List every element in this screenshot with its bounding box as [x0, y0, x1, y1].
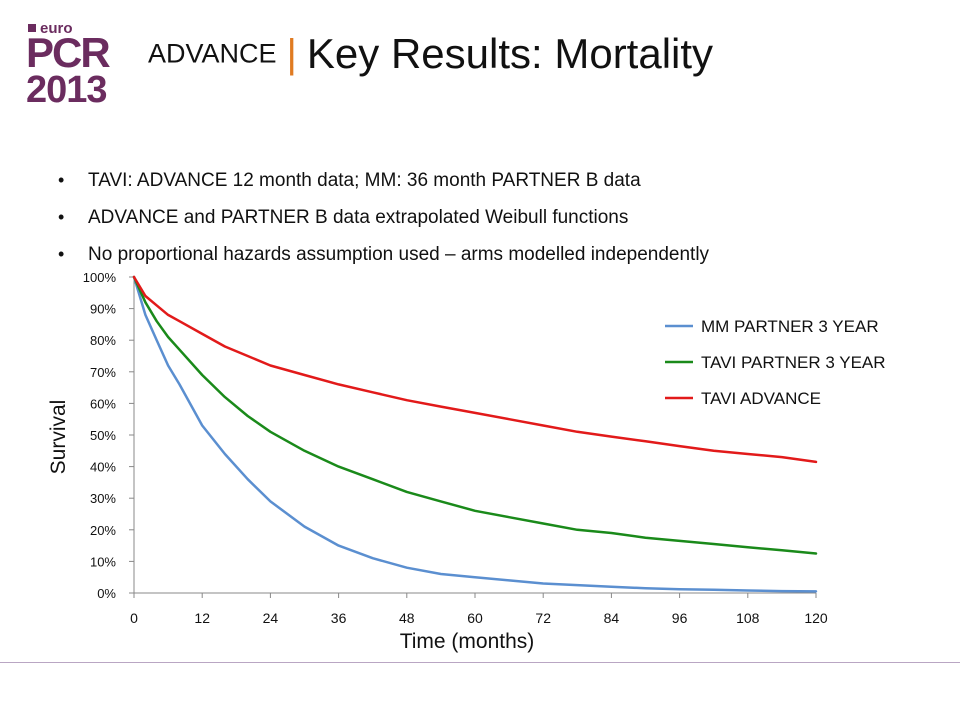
x-tick-label: 84	[604, 610, 620, 626]
title-separator: |	[286, 31, 297, 76]
y-tick-label: 20%	[90, 523, 116, 538]
x-tick-label: 96	[672, 610, 688, 626]
x-tick-label: 48	[399, 610, 415, 626]
bullet-item: ADVANCE and PARTNER B data extrapolated …	[58, 199, 709, 236]
y-tick-label: 10%	[90, 554, 116, 569]
x-tick-label: 72	[535, 610, 551, 626]
logo-year-text: 2013	[26, 69, 108, 111]
x-tick-label: 24	[263, 610, 279, 626]
y-tick-label: 70%	[90, 365, 116, 380]
europcr-2013-logo: euro PCR 2013	[22, 20, 122, 110]
bottom-divider	[0, 662, 960, 663]
x-tick-label: 60	[467, 610, 483, 626]
logo-pcr-text: PCR	[26, 29, 111, 76]
y-tick-label: 80%	[90, 333, 116, 348]
x-axis-label: Time (months)	[400, 630, 535, 653]
x-tick-label: 0	[130, 610, 138, 626]
x-tick-label: 108	[736, 610, 760, 626]
legend-label: MM PARTNER 3 YEAR	[701, 317, 879, 336]
y-tick-label: 30%	[90, 491, 116, 506]
bullet-item: No proportional hazards assumption used …	[58, 236, 709, 273]
y-tick-label: 0%	[97, 586, 116, 601]
series-line-3	[132, 275, 818, 464]
logo-euro-text: euro	[28, 20, 73, 37]
x-tick-label: 120	[804, 610, 828, 626]
bullet-item: TAVI: ADVANCE 12 month data; MM: 36 mont…	[58, 162, 709, 199]
y-axis-label: Survival	[47, 400, 70, 475]
bullet-list: TAVI: ADVANCE 12 month data; MM: 36 mont…	[58, 162, 709, 273]
y-tick-label: 90%	[90, 302, 116, 317]
legend-label: TAVI PARTNER 3 YEAR	[701, 353, 886, 372]
title-main: Key Results: Mortality	[306, 30, 714, 77]
legend-label: TAVI ADVANCE	[701, 389, 821, 408]
x-tick-label: 36	[331, 610, 347, 626]
series-line-1	[132, 275, 818, 593]
series-line-2	[132, 275, 818, 555]
title-kicker: ADVANCE	[148, 38, 277, 69]
y-tick-label: 60%	[90, 396, 116, 411]
x-tick-label: 12	[194, 610, 210, 626]
y-tick-label: 50%	[90, 428, 116, 443]
y-tick-label: 100%	[83, 270, 117, 285]
slide-title: ADVANCE | Key Results: Mortality	[148, 30, 713, 78]
y-tick-label: 40%	[90, 460, 116, 475]
survival-chart: 0% 10% 20% 30% 40% 50% 60% 70% 80% 90% 100% 0 12 24 36…	[47, 270, 886, 653]
